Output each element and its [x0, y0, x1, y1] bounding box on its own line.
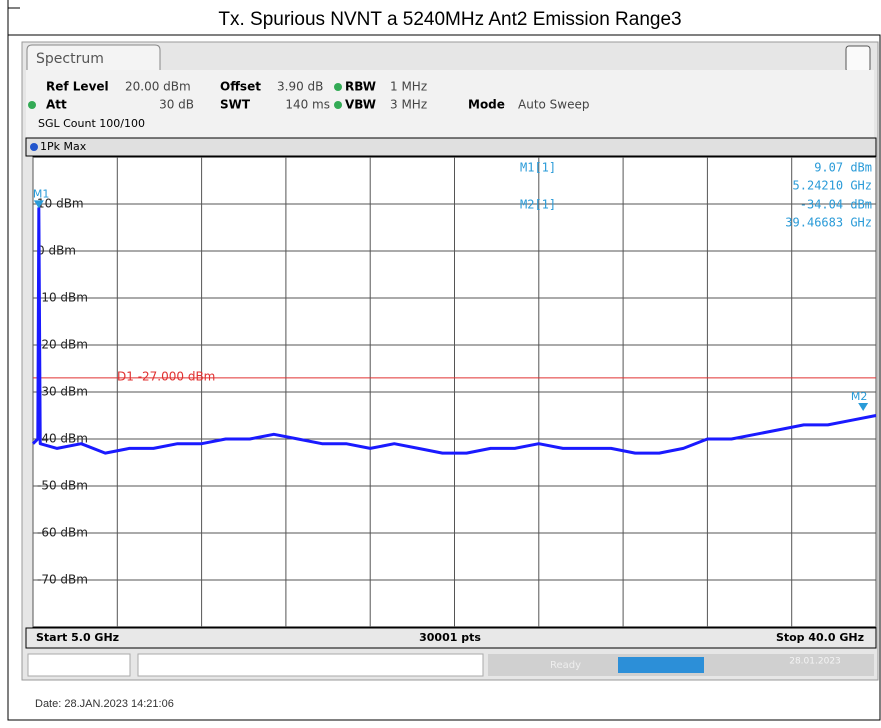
- marker: [858, 402, 869, 411]
- settings: Ref Level 20.00 dBm Offset 3.90 dB RBW 1 MHz A…: [28, 80, 590, 130]
- progress: [618, 657, 704, 673]
- marker-name: M2[1]: [520, 198, 556, 212]
- status-date: 28.01.2023: [789, 657, 841, 667]
- tab[interactable]: [26, 44, 161, 70]
- setting-value: 20.00 dBm: [125, 80, 191, 94]
- trace-bar: [25, 137, 877, 157]
- marker-freq: 39.46683 GHz: [785, 216, 872, 230]
- trace-dot: [30, 143, 38, 151]
- page-title: Tx. Spurious NVNT a 5240MHz Ant2 Emissio…: [218, 9, 681, 30]
- setting-value: 30 dB: [159, 98, 194, 112]
- marker-name: M1[1]: [520, 161, 556, 175]
- marker-level: 9.07 dBm: [814, 161, 872, 175]
- date-line: Date: 28.JAN.2023 14:21:06: [35, 698, 174, 710]
- status-state: Ready: [550, 660, 581, 671]
- y-tick-label: 10 dBm: [37, 197, 84, 211]
- y-tick-label: -20 dBm: [37, 338, 88, 352]
- setting-value: 1 MHz: [390, 80, 427, 94]
- marker-freq: 5.24210 GHz: [793, 179, 872, 193]
- setting-label: SWT: [220, 98, 251, 112]
- y-tick-label: -40 dBm: [37, 432, 88, 446]
- setting-label: RBW: [345, 80, 376, 94]
- plot: 10 dBm 0 dBm -10 dBm -20 dBm -30 dBm -40 dBm -…: [31, 157, 877, 627]
- y-tick-label: -30 dBm: [37, 385, 88, 399]
- footer-bar: [25, 627, 877, 649]
- trace: [31, 206, 877, 455]
- marker-tag: M2: [851, 390, 868, 403]
- y-tick-label: -70 dBm: [37, 573, 88, 587]
- y-tick-label: -60 dBm: [37, 526, 88, 540]
- settings-panel: [26, 70, 874, 138]
- status-box: [27, 653, 131, 677]
- setting-label: VBW: [345, 98, 376, 112]
- coupled-dot: [28, 101, 36, 109]
- setting-label: Offset: [220, 80, 261, 94]
- points-label: 30001 pts: [419, 631, 481, 644]
- start-label: Start 5.0 GHz: [36, 631, 119, 644]
- status-box: [137, 653, 484, 677]
- coupled-dot: [334, 83, 342, 91]
- y-tick-label: -50 dBm: [37, 479, 88, 493]
- setting-label: Ref Level: [46, 80, 109, 94]
- menu-button[interactable]: [845, 45, 871, 73]
- marker-level: -34.04 dBm: [800, 198, 872, 212]
- setting-value: Auto Sweep: [518, 98, 590, 112]
- setting-label: Mode: [468, 98, 505, 112]
- marker-tag: M1: [33, 187, 50, 200]
- tab-label[interactable]: Spectrum: [36, 51, 104, 67]
- trace-label: 1Pk Max: [40, 140, 87, 153]
- display-line-label: D1 -27.000 dBm: [117, 369, 215, 383]
- stop-label: Stop 40.0 GHz: [776, 631, 864, 644]
- sgl-count: SGL Count 100/100: [38, 117, 145, 130]
- coupled-dot: [334, 101, 342, 109]
- setting-value: 3.90 dB: [277, 80, 323, 94]
- setting-value: 140 ms: [285, 98, 330, 112]
- setting-value: 3 MHz: [390, 98, 427, 112]
- y-tick-label: 0 dBm: [37, 244, 76, 258]
- setting-label: Att: [46, 98, 67, 112]
- y-tick-label: -10 dBm: [37, 291, 88, 305]
- marker: [33, 200, 44, 209]
